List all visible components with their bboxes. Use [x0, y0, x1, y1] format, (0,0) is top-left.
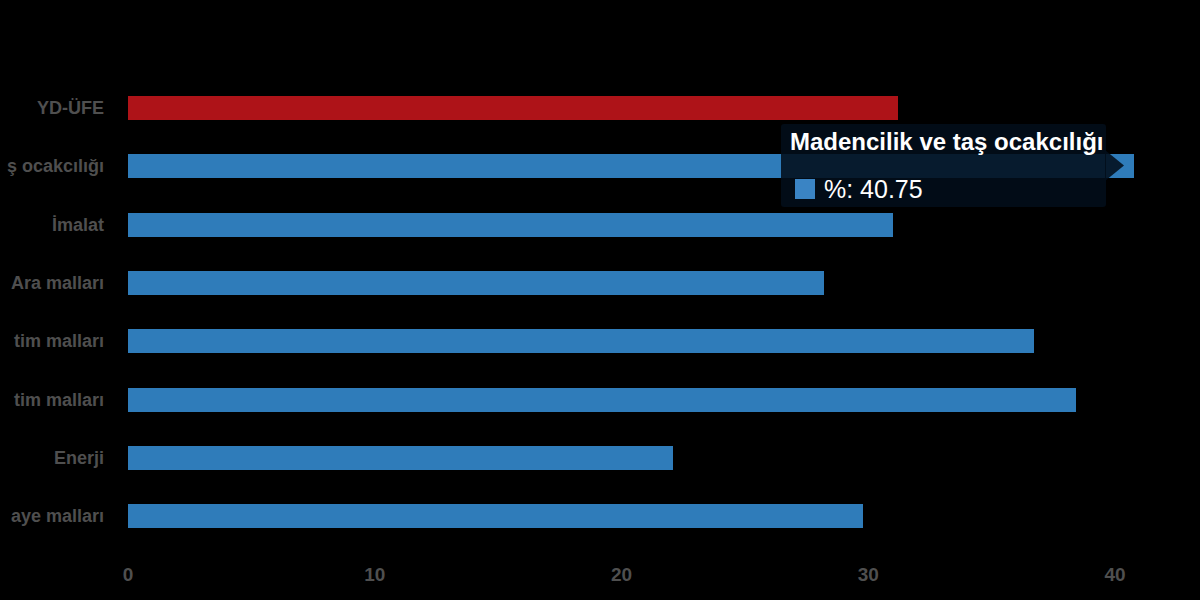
tooltip-value-row: %: 40.75	[795, 176, 923, 202]
bar[interactable]	[128, 504, 863, 528]
bar[interactable]	[128, 213, 893, 237]
category-label: YD-ÜFE	[37, 97, 104, 119]
tooltip-title: Madencilik ve taş ocakcılığı	[790, 128, 1103, 155]
category-label: İmalat	[52, 214, 104, 236]
category-label: tim malları	[14, 330, 104, 352]
bar[interactable]	[128, 446, 673, 470]
x-tick-label: 20	[611, 564, 632, 586]
bar[interactable]	[128, 388, 1076, 412]
bar[interactable]	[128, 96, 898, 120]
category-label: ş ocakcılığı	[7, 155, 104, 177]
x-tick-label: 0	[123, 564, 134, 586]
tooltip-value: %: 40.75	[824, 176, 923, 202]
category-label: aye malları	[11, 505, 104, 527]
x-tick-label: 30	[858, 564, 879, 586]
category-label: Ara malları	[11, 272, 104, 294]
x-tick-label: 40	[1104, 564, 1125, 586]
bar[interactable]	[128, 329, 1034, 353]
category-label: tim malları	[14, 389, 104, 411]
bar[interactable]	[128, 271, 824, 295]
series-swatch-icon	[795, 179, 815, 199]
category-label: Enerji	[54, 447, 104, 469]
x-tick-label: 10	[364, 564, 385, 586]
bar-chart: YD-ÜFE ş ocakcılığı İmalat Ara malları tim m…	[0, 0, 1200, 600]
